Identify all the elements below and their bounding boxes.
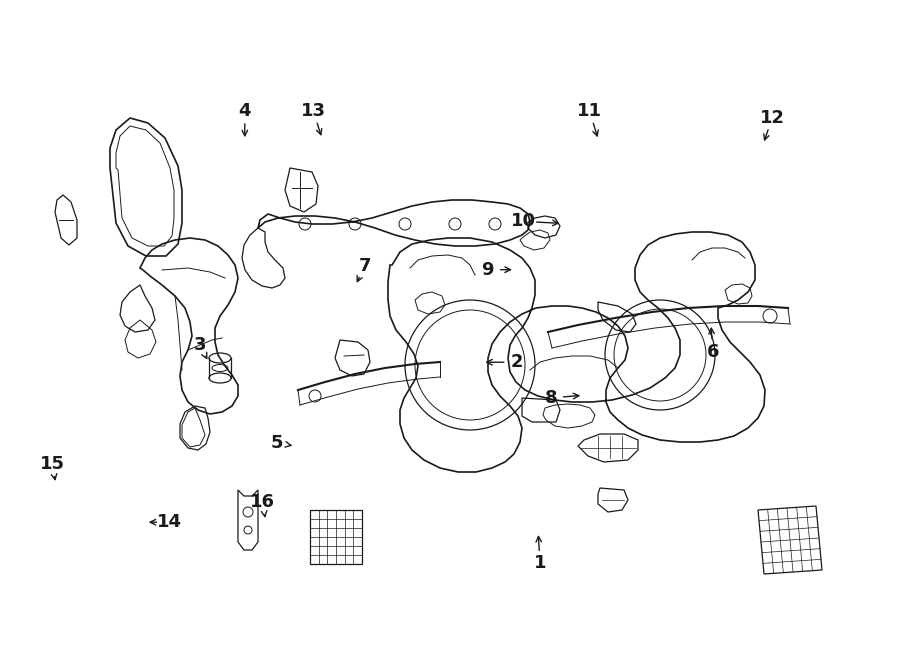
Text: 11: 11 <box>577 102 602 120</box>
Text: 2: 2 <box>510 353 523 371</box>
Text: 1: 1 <box>534 554 546 572</box>
Text: 10: 10 <box>511 212 536 231</box>
Text: 8: 8 <box>544 389 557 407</box>
Text: 14: 14 <box>157 513 182 531</box>
Text: 3: 3 <box>194 336 206 354</box>
Text: 16: 16 <box>250 493 275 512</box>
Text: 9: 9 <box>482 260 494 279</box>
Text: 12: 12 <box>760 108 785 127</box>
Text: 4: 4 <box>238 102 251 120</box>
Text: 13: 13 <box>301 102 326 120</box>
Text: 5: 5 <box>271 434 284 452</box>
Text: 15: 15 <box>40 455 65 473</box>
Text: 7: 7 <box>358 256 371 275</box>
Text: 6: 6 <box>706 342 719 361</box>
